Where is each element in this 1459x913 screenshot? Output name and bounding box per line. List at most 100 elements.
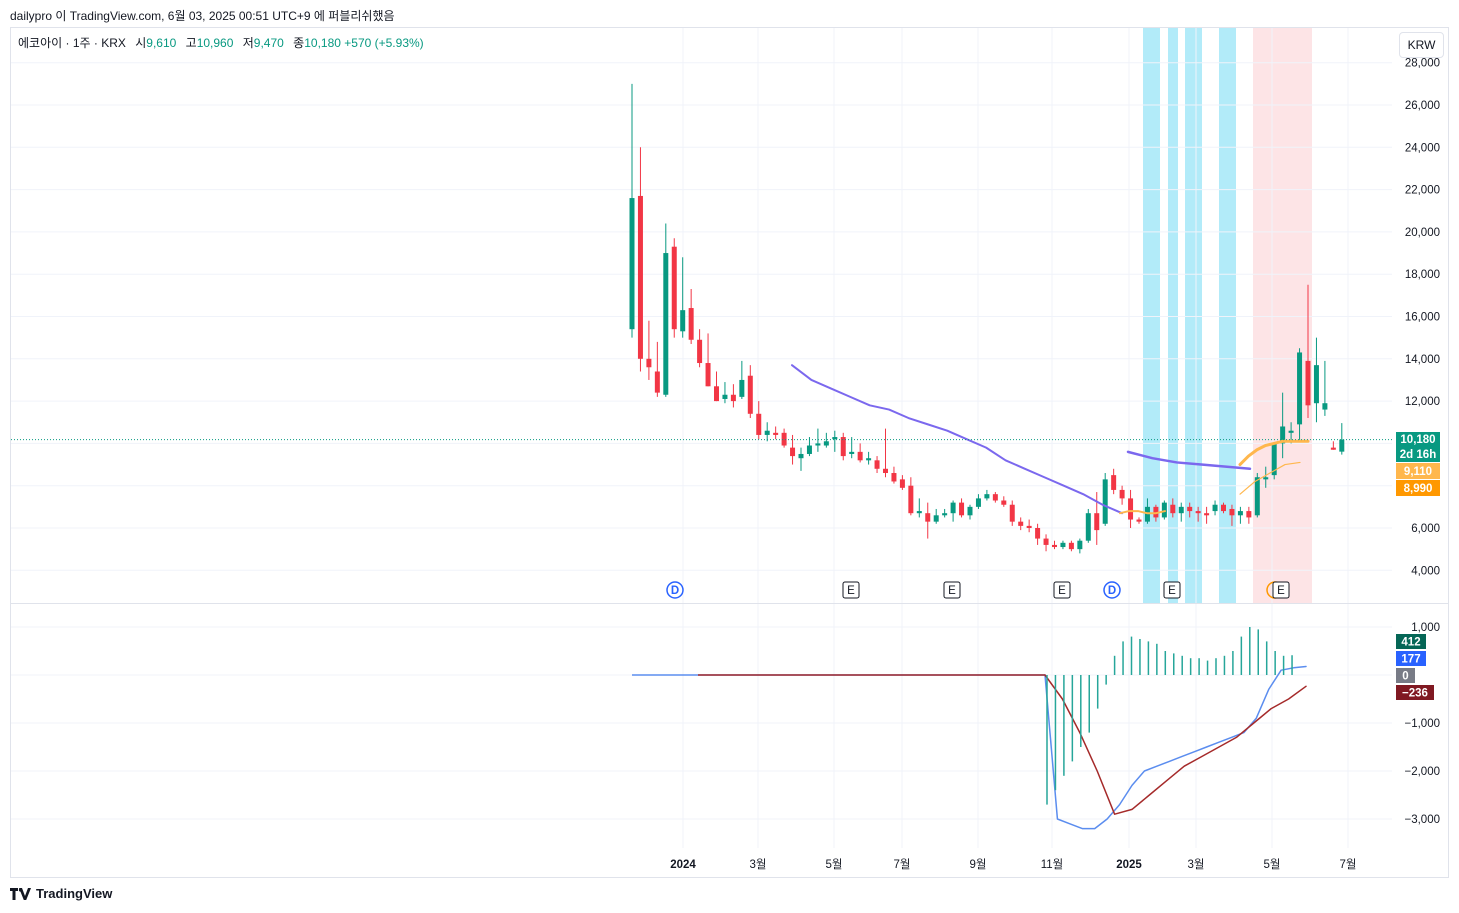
candle <box>933 508 939 524</box>
macd-histogram-bar <box>1130 636 1133 675</box>
candle-body <box>1009 504 1015 522</box>
candle-body <box>1052 544 1057 548</box>
candle-body <box>1263 477 1269 480</box>
candle <box>874 456 880 474</box>
event-marker[interactable]: D <box>1103 581 1121 599</box>
candle-body <box>1001 500 1007 505</box>
candle-body <box>756 413 762 435</box>
candle-body <box>849 451 855 454</box>
high-value: 10,960 <box>196 36 234 50</box>
candle <box>1144 498 1150 524</box>
event-marker[interactable]: D <box>666 581 684 599</box>
macd-histogram-bar <box>1046 675 1048 805</box>
macd-histogram-bar <box>1291 655 1293 675</box>
candle-body <box>654 371 660 393</box>
candle <box>773 426 779 440</box>
candle-body <box>806 445 812 454</box>
x-axis-tick-label: 2025 <box>1116 859 1142 871</box>
event-marker[interactable]: E <box>943 581 961 599</box>
candle-body <box>773 432 779 435</box>
candle-body <box>1043 538 1049 545</box>
macd-value-label-text: 412 <box>1401 637 1420 649</box>
candle-body <box>1187 506 1193 512</box>
candle <box>1297 348 1303 442</box>
candle-body <box>992 494 998 501</box>
event-marker[interactable]: E <box>842 581 860 599</box>
candle-body <box>1102 479 1108 524</box>
event-marker-label: E <box>847 585 855 597</box>
currency-button[interactable]: KRW <box>1399 32 1444 58</box>
price-label-bg <box>1396 463 1440 479</box>
price-label-bg <box>1396 480 1440 496</box>
candle <box>908 477 914 516</box>
candle <box>959 498 965 518</box>
y-axis-tick-label: 6,000 <box>1411 523 1440 535</box>
ma-orange-line <box>1239 461 1301 495</box>
candle-body <box>1119 489 1125 499</box>
candle-body <box>1322 403 1328 410</box>
candle <box>1001 496 1007 507</box>
price-label: 10,180 <box>1396 432 1440 447</box>
y-axis-tick-label: 28,000 <box>1405 58 1440 70</box>
candle-body <box>646 358 652 368</box>
candle-body <box>663 253 669 395</box>
candle <box>671 238 677 338</box>
candle-body <box>866 458 872 461</box>
candle-body <box>1313 365 1319 404</box>
event-marker-label: E <box>948 585 956 597</box>
candle-body <box>1254 477 1260 516</box>
candle-body <box>815 443 821 446</box>
highlight-band-blue <box>1219 28 1236 603</box>
candle <box>1204 506 1210 524</box>
symbol-name[interactable]: 에코아이 · 1주 · KRX <box>18 36 126 50</box>
macd-histogram-bar <box>1232 651 1234 675</box>
event-marker[interactable]: E <box>1272 581 1290 599</box>
y-axis-tick-label: 20,000 <box>1405 227 1440 239</box>
candle <box>714 371 719 402</box>
macd-histogram-bar <box>1257 629 1259 675</box>
macd-value-label-text: 0 <box>1402 671 1408 683</box>
candle <box>722 382 728 404</box>
event-marker[interactable]: E <box>1163 581 1181 599</box>
candle-body <box>705 363 711 387</box>
candle-body <box>908 485 914 514</box>
candle <box>1330 441 1336 450</box>
macd-histogram-bar <box>1189 658 1192 675</box>
candle-body <box>1077 540 1083 550</box>
candle <box>1043 534 1049 552</box>
event-marker-label: E <box>1058 585 1066 597</box>
macd-histogram-bar <box>1096 675 1099 709</box>
ma-purple-line <box>791 364 1123 515</box>
macd-axis-tick-label: −3,000 <box>1405 814 1441 826</box>
symbol-legend: 에코아이 · 1주 · KRX 시9,610 고10,960 저9,470 종1… <box>18 34 424 51</box>
candle-body <box>722 394 728 399</box>
price-label-text: 8,990 <box>1404 483 1433 495</box>
publish-header: dailypro 이 TradingView.com, 6월 03, 2025 … <box>10 9 395 23</box>
candle <box>637 147 643 372</box>
y-axis-tick-label: 14,000 <box>1405 354 1440 366</box>
price-label-text: 9,110 <box>1404 466 1432 478</box>
candle-body <box>697 339 703 364</box>
tradingview-logo-icon <box>10 887 31 900</box>
candle <box>688 289 694 344</box>
candle <box>1271 443 1277 480</box>
candle <box>1246 506 1252 524</box>
candle <box>1085 508 1091 543</box>
candle-body <box>933 515 939 522</box>
candle <box>1136 517 1142 524</box>
event-marker-box <box>1272 581 1290 599</box>
x-axis-tick-label: 7월 <box>1340 858 1357 871</box>
candle-body <box>1153 506 1159 518</box>
price-label-bg <box>1396 432 1440 447</box>
candle <box>680 257 686 338</box>
low-value: 9,470 <box>253 36 284 50</box>
event-marker[interactable]: E <box>1053 581 1071 599</box>
candle-body <box>790 447 796 457</box>
candle <box>1178 502 1184 522</box>
event-marker-circle <box>1103 581 1121 599</box>
y-axis-tick-label: 4,000 <box>1411 565 1440 577</box>
candle <box>1280 392 1286 459</box>
macd-value-label-text: −236 <box>1402 688 1428 700</box>
tradingview-logo[interactable]: TradingView <box>10 886 112 901</box>
